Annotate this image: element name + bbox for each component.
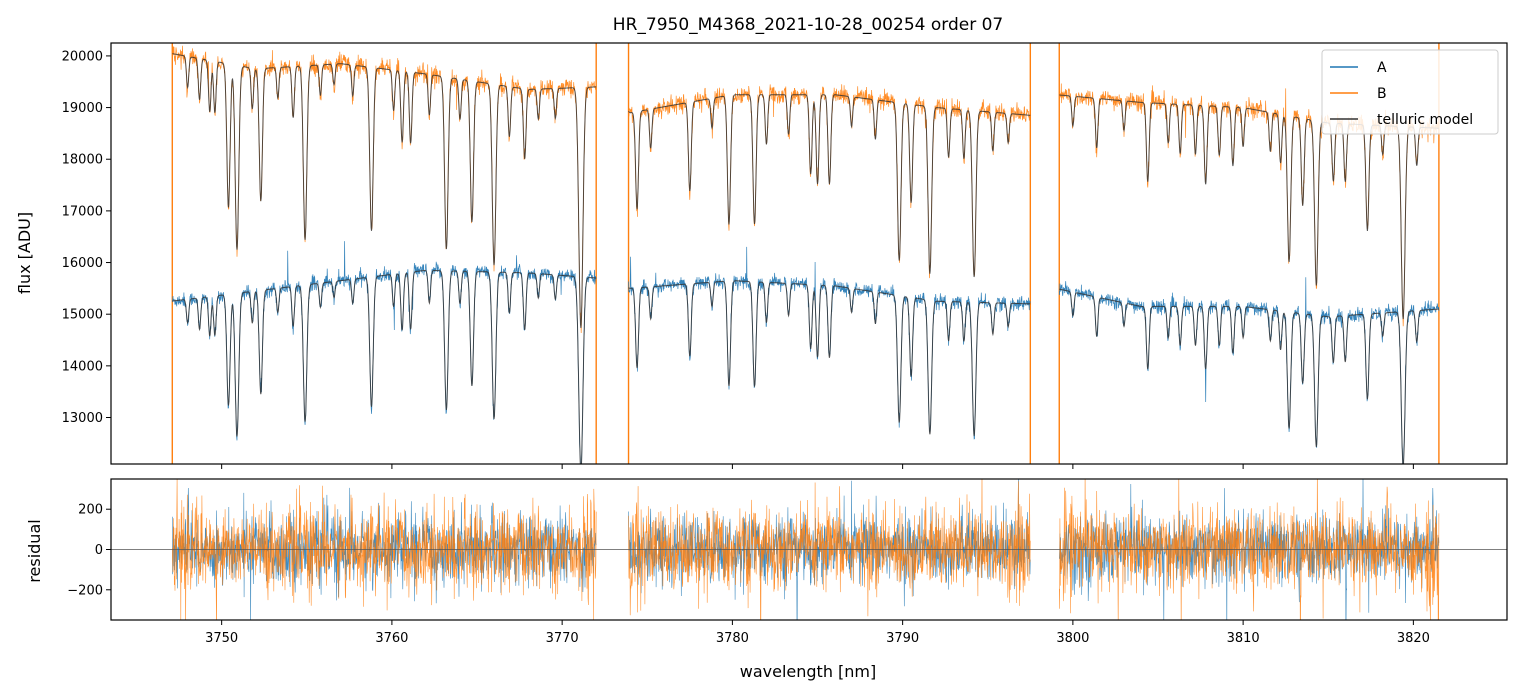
residual-plot-area [111, 479, 1507, 620]
legend-label-a: A [1377, 60, 1387, 76]
series-b-flux [171, 45, 1440, 334]
residual-y-tick-label: 200 [78, 503, 103, 518]
flux-y-tick-label: 16000 [62, 256, 103, 271]
residual-y-axis-label: residual [25, 519, 44, 582]
flux-y-tick-label: 14000 [62, 359, 103, 374]
x-tick-label: 3780 [716, 631, 749, 646]
series-a-flux [171, 241, 1440, 464]
x-tick-label: 3790 [886, 631, 919, 646]
legend: A B telluric model [1321, 49, 1499, 135]
residual-panel: −200 0 200 3750 3760 3770 3780 3790 3800 3810 382… [25, 478, 1508, 646]
x-axis-label: wavelength [nm] [740, 662, 877, 681]
residual-y-tick-label: −200 [67, 583, 103, 598]
flux-panel: 13000 14000 15000 16000 17000 18000 19000 20000… [15, 42, 1508, 469]
flux-y-tick-label: 17000 [62, 204, 103, 219]
flux-y-tick-label: 15000 [62, 308, 103, 323]
flux-y-ticks: 13000 14000 15000 16000 17000 18000 19000 20000 [62, 49, 111, 426]
legend-label-b: B [1377, 86, 1387, 102]
flux-y-axis-label: flux [ADU] [15, 212, 34, 294]
x-tick-label: 3810 [1227, 631, 1260, 646]
residual-y-ticks: −200 0 200 [67, 503, 111, 598]
legend-label-telluric: telluric model [1377, 112, 1473, 128]
legend-box [1321, 49, 1499, 135]
residual-x-ticks: 3750 3760 3770 3780 3790 3800 3810 3820 [205, 620, 1430, 646]
x-tick-label: 3770 [546, 631, 579, 646]
flux-y-tick-label: 13000 [62, 411, 103, 426]
telluric-model-a [172, 269, 1440, 464]
flux-y-tick-label: 18000 [62, 153, 103, 168]
flux-plot-area [171, 43, 1440, 464]
flux-axes-frame [110, 42, 1508, 465]
x-tick-label: 3760 [375, 631, 408, 646]
x-tick-label: 3750 [205, 631, 238, 646]
flux-y-tick-label: 19000 [62, 101, 103, 116]
residual-y-tick-label: 0 [95, 543, 103, 558]
x-tick-label: 3820 [1397, 631, 1430, 646]
chart-title: HR_7950_M4368_2021-10-28_00254 order 07 [613, 15, 1003, 35]
flux-x-ticks [221, 464, 1414, 469]
x-tick-label: 3800 [1056, 631, 1089, 646]
flux-y-tick-label: 20000 [62, 49, 103, 64]
residual-b [172, 479, 1440, 620]
